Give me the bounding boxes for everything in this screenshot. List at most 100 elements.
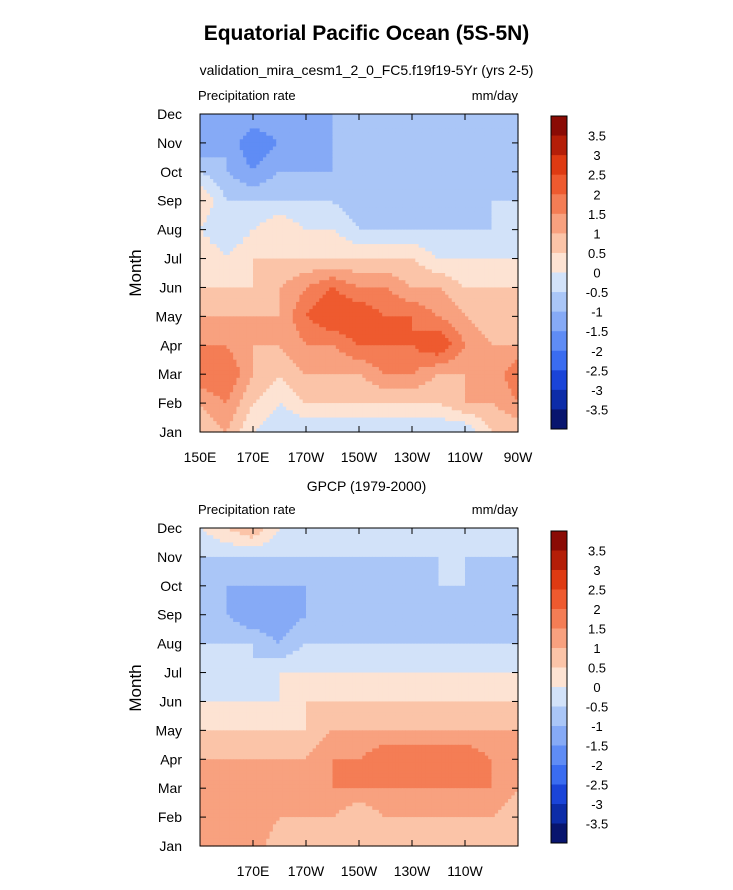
heatmap-cell <box>415 200 420 205</box>
heatmap-cell <box>286 128 291 133</box>
heatmap-cell <box>306 276 310 281</box>
heatmap-cell <box>445 114 450 119</box>
heatmap-cell <box>501 132 506 137</box>
heatmap-cell <box>309 240 314 245</box>
heatmap-cell <box>246 229 251 234</box>
heatmap-cell <box>269 132 274 137</box>
heatmap-cell <box>408 179 413 184</box>
heatmap-cell <box>243 132 247 137</box>
heatmap-cell <box>408 262 413 267</box>
heatmap-cell <box>421 251 426 256</box>
heatmap-cell <box>398 218 403 224</box>
heatmap-cell <box>276 124 281 130</box>
heatmap-cell <box>262 262 267 267</box>
heatmap-cell <box>478 226 483 231</box>
heatmap-cell <box>233 247 238 252</box>
heatmap-cell <box>508 226 512 231</box>
heatmap-cell <box>279 179 284 184</box>
heatmap-cell <box>421 204 426 209</box>
heatmap-cell <box>514 182 519 187</box>
heatmap-cell <box>494 276 499 281</box>
heatmap-cell <box>514 132 519 137</box>
heatmap-cell <box>405 160 410 166</box>
heatmap-cell <box>282 211 287 216</box>
heatmap-cell <box>408 135 413 140</box>
heatmap-cell <box>223 204 228 209</box>
heatmap-cell <box>296 218 300 224</box>
heatmap-cell <box>223 265 228 270</box>
heatmap-cell <box>269 182 274 187</box>
heatmap-cell <box>418 222 423 227</box>
heatmap-cell <box>458 244 463 249</box>
heatmap-cell <box>421 240 426 245</box>
heatmap-cell <box>306 186 310 191</box>
heatmap-cell <box>249 236 254 242</box>
heatmap-cell <box>372 189 377 195</box>
heatmap-cell <box>200 262 204 267</box>
heatmap-cell <box>309 215 314 220</box>
heatmap-cell <box>282 197 287 202</box>
heatmap-cell <box>243 182 247 187</box>
heatmap-cell <box>382 254 387 260</box>
heatmap-cell <box>484 139 489 144</box>
heatmap-cell <box>216 207 221 213</box>
heatmap-cell <box>216 139 221 144</box>
panel1-heatmap <box>200 114 519 433</box>
heatmap-cell <box>398 233 403 238</box>
heatmap-cell <box>243 265 247 270</box>
heatmap-cell <box>292 114 297 119</box>
heatmap-cell <box>302 142 307 148</box>
heatmap-cell <box>236 182 241 187</box>
heatmap-cell <box>498 226 503 231</box>
heatmap-cell <box>392 171 397 177</box>
heatmap-cell <box>498 168 503 173</box>
heatmap-cell <box>448 146 453 151</box>
heatmap-cell <box>408 226 413 231</box>
heatmap-cell <box>412 273 416 278</box>
heatmap-cell <box>372 244 377 249</box>
heatmap-cell <box>233 189 238 195</box>
heatmap-cell <box>315 171 320 177</box>
heatmap-cell <box>339 146 344 151</box>
heatmap-cell <box>213 226 218 231</box>
heatmap-cell <box>302 244 307 249</box>
heatmap-cell <box>332 207 337 213</box>
heatmap-cell <box>286 117 291 122</box>
heatmap-cell <box>435 168 440 173</box>
heatmap-cell <box>445 132 450 137</box>
heatmap-cell <box>345 269 350 274</box>
heatmap-cell <box>431 168 436 173</box>
heatmap-cell <box>421 146 426 151</box>
heatmap-cell <box>309 160 314 166</box>
heatmap-cell <box>378 236 383 242</box>
heatmap-cell <box>431 254 436 260</box>
heatmap-cell <box>441 150 446 155</box>
heatmap-cell <box>451 117 456 122</box>
heatmap-cell <box>461 179 466 184</box>
heatmap-cell <box>309 251 314 256</box>
heatmap-cell <box>372 236 377 242</box>
heatmap-cell <box>488 164 493 169</box>
heatmap-cell <box>233 182 238 187</box>
heatmap-cell <box>445 121 450 126</box>
heatmap-cell <box>282 222 287 227</box>
heatmap-cell <box>259 132 264 137</box>
heatmap-cell <box>465 273 469 278</box>
heatmap-cell <box>455 142 459 148</box>
heatmap-cell <box>451 254 456 260</box>
heatmap-cell <box>488 160 493 166</box>
heatmap-cell <box>319 153 324 158</box>
heatmap-cell <box>368 175 373 180</box>
heatmap-cell <box>309 269 314 274</box>
heatmap-cell <box>306 229 310 234</box>
heatmap-cell <box>468 269 473 274</box>
heatmap-cell <box>455 179 459 184</box>
heatmap-cell <box>266 160 271 166</box>
heatmap-cell <box>365 121 370 126</box>
heatmap-cell <box>484 226 489 231</box>
heatmap-cell <box>461 117 466 122</box>
heatmap-cell <box>223 186 228 191</box>
heatmap-cell <box>302 153 307 158</box>
heatmap-cell <box>292 179 297 184</box>
heatmap-cell <box>219 265 224 270</box>
